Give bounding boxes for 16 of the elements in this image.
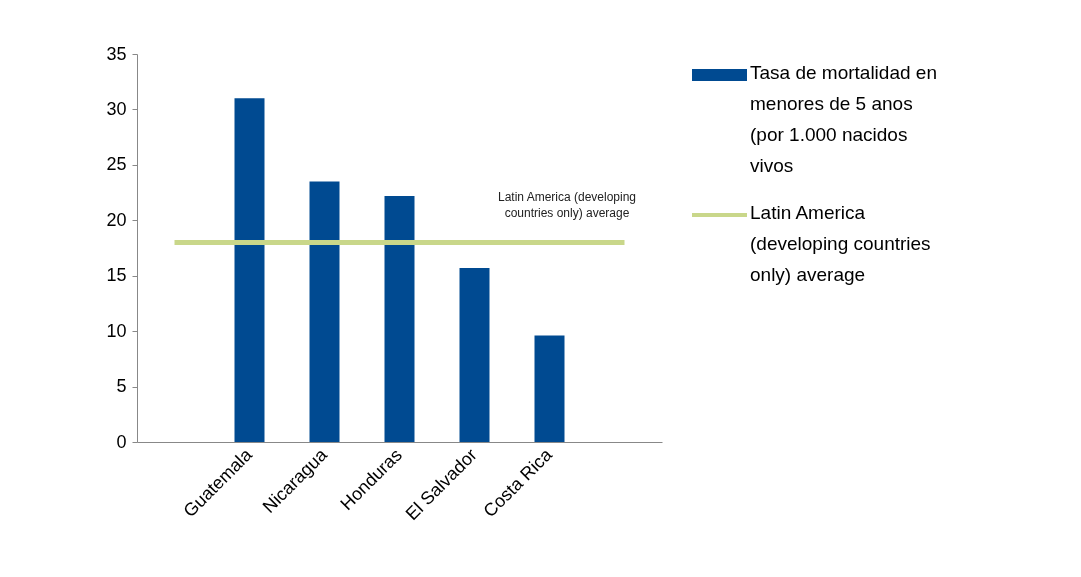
- y-tick-label: 30: [106, 98, 127, 119]
- y-tick-label: 20: [106, 209, 127, 230]
- bar: [459, 267, 490, 442]
- y-tick-label: 10: [106, 320, 127, 341]
- legend-label: Latin America (developing countries only) average: [750, 202, 931, 285]
- y-tick-label: 25: [106, 154, 127, 175]
- y-tick-label: 35: [106, 43, 127, 64]
- y-tick-label: 0: [116, 431, 127, 452]
- y-tick-label: 15: [106, 265, 127, 286]
- bar: [384, 195, 415, 442]
- annotation: Latin America (developing countries only) average: [497, 190, 637, 220]
- y-tick-label: 5: [116, 376, 127, 397]
- bar: [309, 181, 340, 442]
- bar: [234, 98, 265, 442]
- legend-label: Tasa de mortalidad en menores de 5 anos (por 1.000 nacidos vivos: [750, 62, 937, 176]
- bar: [534, 335, 565, 442]
